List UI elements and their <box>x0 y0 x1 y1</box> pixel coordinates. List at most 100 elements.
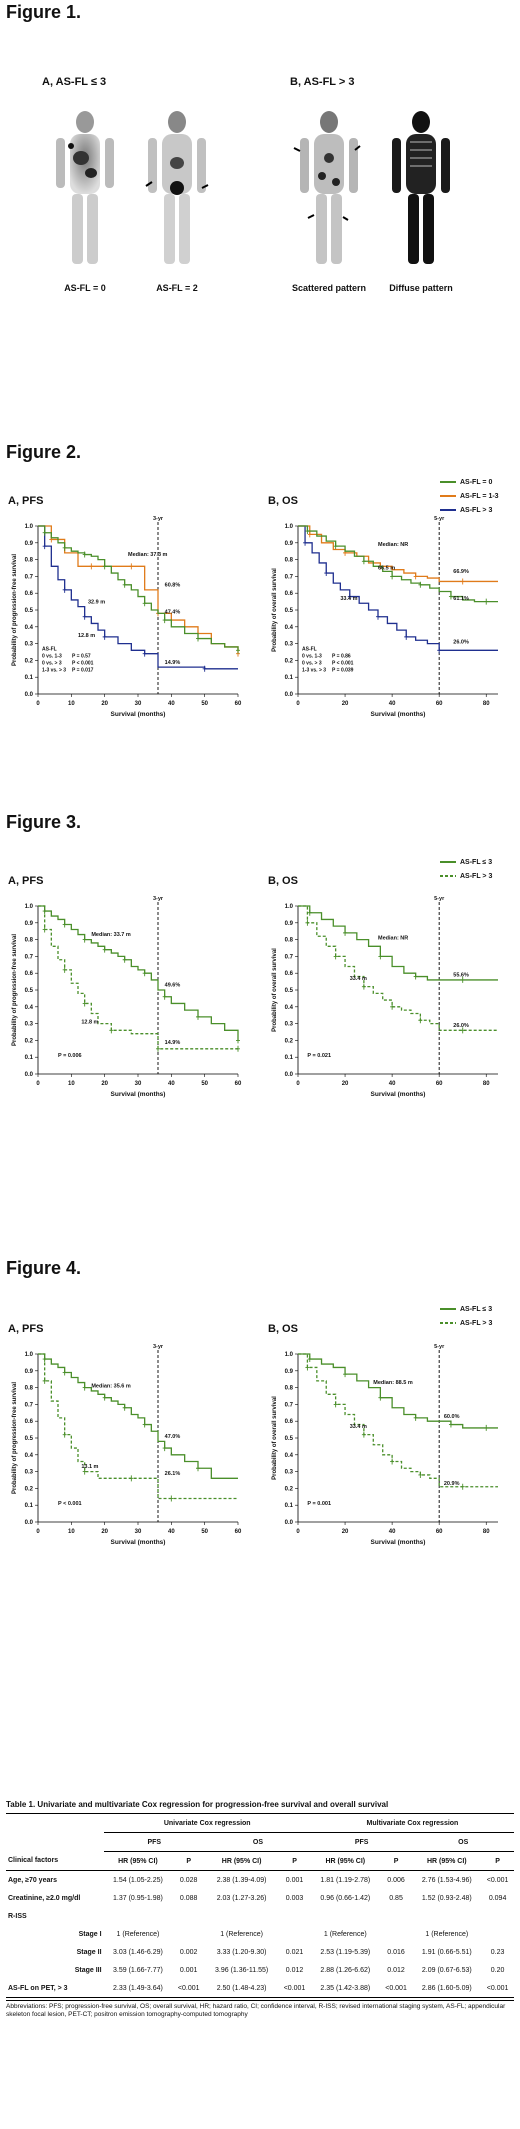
pet-image-diffuse <box>392 111 450 264</box>
p-cell: 0.20 <box>490 1966 505 1974</box>
x-tick-label: 50 <box>201 1529 208 1535</box>
y-tick-label: 0.5 <box>285 988 294 994</box>
censor-mark <box>307 531 312 538</box>
chart-annotation: Median: 35.6 m <box>91 1384 131 1390</box>
censor-mark <box>236 647 240 654</box>
censor-mark <box>82 1384 87 1391</box>
survival-curve <box>298 905 498 1031</box>
legend-item: AS-FL > 3 <box>440 1316 492 1330</box>
y-tick-label: 0.9 <box>25 921 34 927</box>
censor-mark <box>448 1421 453 1428</box>
y-tick-label: 0.7 <box>25 1402 34 1408</box>
header-hr: HR (95% CI) <box>426 1857 467 1865</box>
hr-cell: 2.38 (1.39-4.09) <box>216 1876 267 1884</box>
x-axis-label: Survival (months) <box>111 1539 166 1546</box>
chart-annotation: P < 0.001 <box>58 1501 82 1507</box>
hr-cell: 2.76 (1.53-4.96) <box>421 1876 472 1884</box>
stats-pvalue: P = 0.57 <box>72 653 91 659</box>
hr-cell: 1.52 (0.93-2.48) <box>421 1894 472 1902</box>
header-multi-pfs: PFS <box>310 1832 413 1852</box>
censor-mark <box>460 578 465 585</box>
x-tick-label: 40 <box>168 701 175 707</box>
hr-cell <box>412 1907 481 1925</box>
censor-mark <box>303 539 308 546</box>
chart-annotation: 33.4 m <box>340 596 357 602</box>
y-tick-label: 0.8 <box>285 1386 294 1392</box>
y-tick-label: 0.4 <box>285 1453 294 1459</box>
censor-mark <box>324 570 329 577</box>
censor-mark <box>162 617 167 624</box>
censor-mark <box>390 1003 395 1010</box>
header-multi-os: OS <box>412 1832 514 1852</box>
y-tick-label: 0.4 <box>25 1005 34 1011</box>
y-tick-label: 0.5 <box>285 608 294 614</box>
y-tick-label: 0.2 <box>25 658 34 664</box>
chart-annotation: Median: 37.3 m <box>128 552 168 558</box>
y-tick-label: 0.4 <box>25 625 34 631</box>
y-tick-label: 0.0 <box>285 1520 294 1526</box>
survival-curve <box>298 525 498 583</box>
y-tick-label: 0.8 <box>25 558 34 564</box>
y-tick-label: 0.1 <box>25 1055 34 1061</box>
row-label: AS-FL on PET, > 3 <box>8 1984 68 1992</box>
p-cell: 0.001 <box>179 1966 198 1974</box>
censor-mark <box>305 528 310 535</box>
censor-mark <box>156 1045 160 1052</box>
header-multivariate: Multivariate Cox regression <box>310 1813 514 1833</box>
x-axis-label: Survival (months) <box>371 1539 426 1546</box>
cox-regression-table: Univariate Cox regression Multivariate C… <box>6 1813 514 1998</box>
hr-cell: 2.88 (1.26-6.62) <box>320 1966 371 1974</box>
p-cell: 0.001 <box>285 1876 304 1884</box>
legend-swatch <box>440 481 456 483</box>
survival-curve <box>38 525 238 670</box>
censor-mark <box>142 600 147 607</box>
p-cell <box>172 1925 205 1943</box>
censor-mark <box>413 573 418 580</box>
stats-header: AS-FL <box>42 646 57 652</box>
table-row: Creatinine, ≥2.0 mg/dl 1.37 (0.95-1.98) 0.… <box>6 1889 514 1907</box>
legend-swatch <box>440 495 456 497</box>
censor-mark <box>42 529 47 536</box>
stats-header: AS-FL <box>302 646 317 652</box>
censor-mark <box>460 1483 465 1490</box>
x-tick-label: 40 <box>389 701 396 707</box>
y-tick-label: 0.2 <box>285 1038 294 1044</box>
y-tick-label: 0.9 <box>285 1369 294 1375</box>
hr-cell: 2.09 (0.67-6.53) <box>421 1966 472 1974</box>
p-cell <box>481 1925 514 1943</box>
hr-cell: 2.35 (1.42-3.88) <box>320 1984 371 1992</box>
stats-pvalue: P = 0.017 <box>72 667 94 673</box>
x-tick-label: 40 <box>389 1081 396 1087</box>
chart-annotation: 13.1 m <box>81 1464 98 1470</box>
x-tick-label: 30 <box>135 701 142 707</box>
censor-mark <box>361 1431 366 1438</box>
x-tick-label: 10 <box>68 1529 75 1535</box>
censor-mark <box>102 1394 107 1401</box>
chart-annotation: 26.0% <box>453 640 469 646</box>
censor-mark <box>413 1414 418 1421</box>
y-tick-label: 0.4 <box>285 1005 294 1011</box>
x-tick-label: 0 <box>296 701 300 707</box>
hr-cell: 1.37 (0.95-1.98) <box>113 1894 163 1902</box>
chart-annotation: P = 0.006 <box>58 1053 82 1059</box>
header-clinical-factors: Clinical factors <box>8 1857 59 1865</box>
censor-mark <box>378 1394 383 1401</box>
y-tick-label: 0.8 <box>25 1386 34 1392</box>
hr-cell: 1.81 (1.19-2.78) <box>320 1876 371 1884</box>
chart-title: B, OS <box>268 495 298 507</box>
chart-annotation: 66.9% <box>453 569 469 575</box>
censor-mark <box>42 926 47 933</box>
censor-mark <box>305 919 310 926</box>
legend-swatch <box>440 861 456 863</box>
y-tick-label: 0.6 <box>285 591 294 597</box>
y-axis-label: Probability of progression-free survival <box>12 554 18 666</box>
p-cell: <0.001 <box>283 1984 306 1992</box>
p-cell: <0.001 <box>486 1984 509 1992</box>
stats-pvalue: P < 0.001 <box>332 660 354 666</box>
x-tick-label: 40 <box>168 1529 175 1535</box>
y-tick-label: 0.0 <box>25 1072 34 1078</box>
x-tick-label: 80 <box>483 1529 490 1535</box>
x-tick-label: 40 <box>168 1081 175 1087</box>
chart-title: B, OS <box>268 1323 298 1335</box>
chart-annotation: 14.9% <box>165 1040 181 1046</box>
